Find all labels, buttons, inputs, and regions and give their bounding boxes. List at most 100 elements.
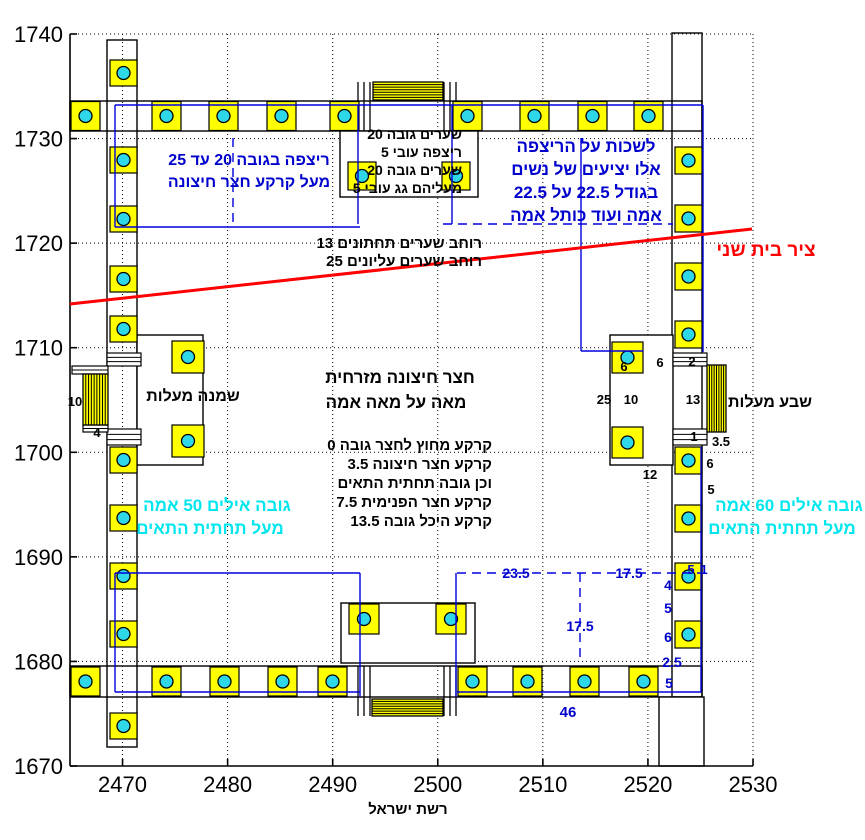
column-marker-circle [116, 510, 131, 526]
column-marker-circle [116, 452, 131, 468]
x-tick-label: 2520 [623, 772, 672, 797]
pillars-height-west-line1: גובה אילים 50 אמה [143, 496, 291, 515]
dim-25-east: 25 [597, 392, 611, 407]
gates-height-line3: שערים גובה 20 [367, 162, 462, 178]
y-tick-label: 1680 [14, 649, 63, 674]
column-marker-circle [681, 269, 696, 284]
dim-4-wall: 4 [664, 577, 672, 593]
pillars-height-east-line2: מעל תחתית התאים [708, 519, 855, 538]
lower-gates-width: רוחב שערים תחתונים 13 [316, 235, 482, 252]
y-tick-label: 1700 [14, 440, 63, 465]
x-tick-label: 2470 [98, 772, 147, 797]
dim-6-wall: 6 [664, 629, 672, 645]
column-marker-circle [337, 108, 352, 124]
column-marker-circle [116, 568, 131, 584]
gates-height-line2: ריצפה עובי 5 [381, 144, 462, 160]
step-landing [672, 428, 708, 446]
dim-12-east: 12 [643, 467, 657, 482]
pillars-height-east-line1: גובה אילים 60 אמה [715, 496, 863, 515]
eight-steps-label: שמנה מעלות [146, 387, 240, 405]
column-marker-circle [681, 211, 696, 226]
east-wall-south-extension [658, 696, 705, 767]
courtyard-title-line2: מאה על מאה אמה [326, 393, 467, 412]
second-temple-axis-label: ציר בית שני [716, 240, 815, 261]
column-marker-circle [681, 327, 696, 342]
x-tick-label: 2500 [413, 772, 462, 797]
column-marker-circle [116, 65, 131, 81]
ground-levels-line4: קרקע חצר הפנימית 7.5 [336, 494, 492, 511]
column-marker-circle [78, 674, 93, 689]
gates-height-line1: שערים גובה 20 [367, 126, 462, 142]
column-marker-circle [274, 108, 289, 124]
column-marker-circle [116, 626, 131, 642]
column-marker-circle [180, 433, 196, 449]
column-marker-circle [636, 674, 651, 689]
column-cell [109, 265, 138, 293]
column-marker-circle [180, 349, 196, 365]
seven-steps-label: שבע מעלות [728, 393, 812, 411]
column-marker-circle [443, 611, 459, 627]
upper-gates-width: רוחב שערים עליונים 25 [326, 253, 482, 270]
column-marker-circle [620, 435, 635, 450]
column-cell [674, 204, 703, 233]
y-tick-label: 1720 [14, 231, 63, 256]
ground-levels-line5: קרקע היכל גובה 13.5 [350, 513, 492, 530]
dim-46: 46 [560, 704, 577, 721]
column-marker-circle [116, 152, 131, 168]
column-marker-circle [448, 168, 464, 184]
x-tick-label: 2480 [203, 772, 252, 797]
y-tick-label: 1730 [14, 127, 63, 152]
column-cell [674, 562, 703, 591]
x-tick-label: 2530 [729, 772, 778, 797]
dim-4-west: 4 [93, 425, 101, 440]
column-marker-circle [465, 674, 480, 689]
dim-6-east-lower: 6 [706, 456, 713, 471]
y-tick-label: 1740 [14, 22, 63, 47]
step-landing [672, 352, 708, 367]
column-marker-circle [217, 674, 232, 689]
chambers-note-line4: אמה ועוד כותל אמה [510, 206, 662, 225]
floor-height-note-line1: ריצפה בגובה 20 עד 25 [168, 152, 329, 169]
column-marker-circle [641, 108, 656, 124]
dim-1-wall-top: 1 [700, 562, 707, 577]
dim-2p5-wall: 2.5 [662, 654, 682, 670]
column-marker-circle [275, 674, 290, 689]
chambers-note-line1: לשכות על הריצפה [517, 137, 656, 156]
column-marker-circle [356, 611, 372, 627]
y-tick-label: 1690 [14, 545, 63, 570]
ground-levels-line3: וכן גובה תחתית התאים [338, 475, 493, 492]
column-marker-circle [159, 108, 174, 124]
chambers-note-line3: בגודל 22.5 על 22.5 [514, 183, 658, 202]
dim-3p5-east: 3.5 [712, 434, 730, 449]
column-marker-circle [520, 674, 535, 689]
dim-5-east-lower: 5 [707, 482, 714, 497]
column-marker-circle [460, 108, 475, 124]
dim-17p5-mid: 17.5 [566, 618, 593, 634]
ground-levels-line2: קרקע חצר חיצונה 3.5 [348, 456, 492, 473]
step-landing [106, 352, 142, 367]
column-marker-circle [681, 153, 696, 168]
dim-10-east: 10 [624, 392, 638, 407]
y-tick-label: 1710 [14, 336, 63, 361]
dim-17p5-top: 17.5 [615, 565, 642, 581]
column-marker-circle [681, 453, 696, 468]
south-gate-steps [371, 698, 444, 717]
column-marker-circle [116, 271, 131, 287]
dim-23p5: 23.5 [502, 565, 529, 581]
x-axis-label: רשת ישראל [368, 801, 447, 818]
y-tick-label: 1670 [14, 754, 63, 779]
column-marker-circle [681, 627, 696, 642]
column-marker-circle [577, 674, 592, 689]
west-stairs-eight-steps [82, 373, 109, 426]
dim-2-east: 2 [688, 354, 695, 369]
column-marker-circle [116, 321, 131, 337]
column-marker-circle [585, 108, 600, 124]
column-marker-circle [78, 108, 93, 124]
dim-10-west: 10 [68, 394, 82, 409]
dim-1-east: 1 [690, 429, 697, 444]
column-marker-circle [159, 674, 174, 689]
dim-5-wall-top: 5 [687, 562, 694, 577]
dim-5-wall-low: 5 [665, 675, 673, 691]
